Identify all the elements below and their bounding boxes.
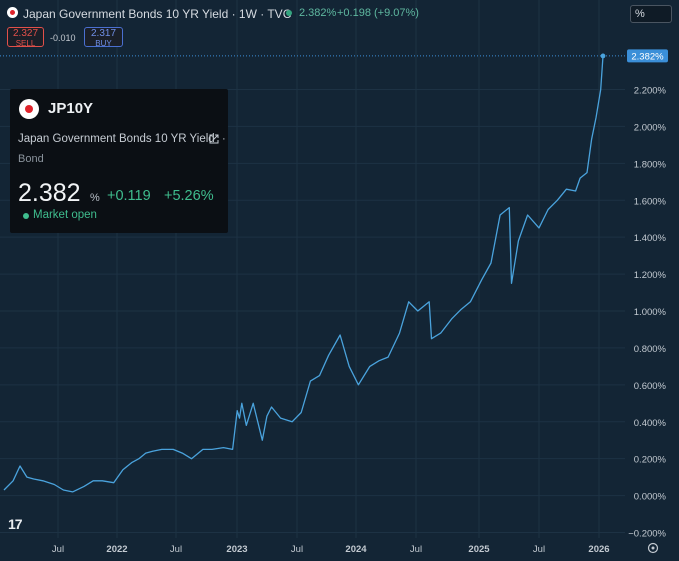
- symbol-title[interactable]: Japan Government Bonds 10 YR Yield · 1W …: [23, 7, 292, 21]
- x-tick-label: 2026: [588, 544, 609, 555]
- y-tick-label: 1.800%: [634, 159, 667, 170]
- y-tick-label: 0.200%: [634, 455, 667, 466]
- sell-price: 2.327: [12, 28, 39, 39]
- x-tick-label: Jul: [52, 544, 64, 555]
- y-tick-label: 0.800%: [634, 344, 667, 355]
- grid: [0, 0, 625, 538]
- settings-gear-icon[interactable]: [647, 542, 659, 554]
- symbol-ticker[interactable]: JP10Y: [48, 100, 94, 117]
- price-change-percent: +5.26%: [164, 188, 214, 204]
- y-tick-label: 2.200%: [634, 86, 667, 97]
- price-unit-button[interactable]: %: [630, 5, 672, 23]
- separator-dot: ·: [222, 133, 226, 145]
- sell-button[interactable]: 2.327 SELL: [7, 27, 44, 48]
- last-point-marker: [600, 53, 606, 59]
- x-tick-label: 2022: [106, 544, 127, 555]
- y-tick-label: 0.400%: [634, 418, 667, 429]
- last-price: 2.382: [18, 179, 81, 207]
- gear-ring: [647, 542, 659, 554]
- y-tick-label: 2.000%: [634, 122, 667, 133]
- x-axis[interactable]: Jul 2022 Jul 2023 Jul 2024 Jul 2025 Jul 2026: [52, 542, 659, 556]
- x-tick-label: 2023: [226, 544, 247, 555]
- x-tick-label: Jul: [170, 544, 182, 555]
- sell-label: SELL: [15, 39, 36, 48]
- y-tick-label: 0.600%: [634, 381, 667, 392]
- x-tick-label: Jul: [410, 544, 422, 555]
- y-tick-label: 1.600%: [634, 196, 667, 207]
- price-change: +0.119: [107, 188, 151, 204]
- y-tick-label: 0.000%: [634, 492, 667, 503]
- chart-header: Japan Government Bonds 10 YR Yield · 1W …: [0, 0, 679, 26]
- last-price-label-box: [627, 49, 668, 63]
- y-tick-label: 1.000%: [634, 307, 667, 318]
- y-tick-label: 1.200%: [634, 270, 667, 281]
- symbol-info-panel: JP10Y Japan Government Bonds 10 YR Yield…: [10, 89, 228, 233]
- header-change: +0.198 (+9.07%): [337, 7, 419, 19]
- japan-flag-large-icon: [19, 99, 39, 119]
- buy-button[interactable]: 2.317 BUY: [84, 27, 123, 48]
- x-tick-label: Jul: [533, 544, 545, 555]
- x-tick-label: Jul: [291, 544, 303, 555]
- price-line-layer: 2.382%: [0, 49, 668, 493]
- y-tick-label: 1.400%: [634, 233, 667, 244]
- external-link-icon[interactable]: [209, 134, 219, 144]
- last-price-label: 2.382%: [631, 51, 664, 62]
- japan-flag-icon: [7, 7, 18, 18]
- market-status: Market open: [33, 209, 97, 221]
- y-axis[interactable]: 2.200% 2.000% 1.800% 1.600% 1.400% 1.200% 1.00…: [628, 86, 666, 540]
- buy-price: 2.317: [90, 28, 117, 39]
- tradingview-logo[interactable]: 17: [8, 516, 23, 532]
- market-open-dot-icon: [23, 213, 29, 219]
- instrument-type: Bond: [18, 153, 44, 165]
- x-tick-label: 2025: [468, 544, 490, 555]
- y-tick-label: −0.200%: [628, 529, 666, 540]
- symbol-name[interactable]: Japan Government Bonds 10 YR Yield: [18, 133, 215, 145]
- gear-hub: [651, 546, 655, 550]
- header-price: 2.382%: [299, 7, 337, 19]
- x-tick-label: 2024: [345, 544, 367, 555]
- buy-label: BUY: [95, 39, 112, 48]
- spread-value: -0.010: [50, 33, 76, 43]
- market-status-dot-icon: [286, 10, 292, 16]
- price-unit: %: [90, 192, 100, 204]
